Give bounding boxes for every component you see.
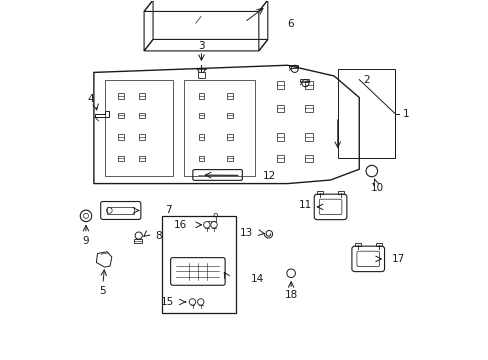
Text: 6: 6 <box>287 19 294 29</box>
Text: 4: 4 <box>87 94 93 104</box>
Text: 2: 2 <box>363 75 369 85</box>
Bar <box>337 69 394 158</box>
Bar <box>375 243 381 246</box>
Bar <box>162 216 235 313</box>
Bar <box>118 156 123 161</box>
Bar <box>118 113 123 118</box>
Bar <box>227 134 233 140</box>
Text: 9: 9 <box>82 236 89 246</box>
Text: 17: 17 <box>391 254 404 264</box>
Bar <box>139 93 145 99</box>
Text: 11: 11 <box>299 200 312 210</box>
Bar <box>134 239 142 243</box>
Bar <box>305 134 312 140</box>
Text: 8: 8 <box>155 231 161 240</box>
Bar <box>118 93 123 99</box>
Bar <box>305 105 312 112</box>
Bar <box>183 80 255 176</box>
Bar <box>118 134 123 140</box>
Bar <box>104 80 172 176</box>
Bar <box>107 207 134 215</box>
Text: 18: 18 <box>284 291 297 301</box>
Bar <box>198 113 204 118</box>
Bar <box>227 156 233 161</box>
Text: 14: 14 <box>250 274 264 284</box>
Bar <box>354 243 360 246</box>
Text: 12: 12 <box>262 171 275 181</box>
Text: 3: 3 <box>198 41 204 51</box>
Bar <box>305 81 312 89</box>
Bar <box>198 93 204 99</box>
Bar <box>276 105 284 112</box>
Bar <box>198 72 204 78</box>
Text: 13: 13 <box>239 228 252 238</box>
Text: 5: 5 <box>100 286 106 296</box>
Bar <box>227 113 233 118</box>
Bar <box>276 81 284 89</box>
Bar <box>300 79 308 82</box>
Text: 7: 7 <box>164 206 171 216</box>
Bar <box>198 156 204 161</box>
Bar <box>338 190 344 194</box>
Bar <box>289 64 298 68</box>
Bar <box>276 155 284 162</box>
Bar <box>317 190 322 194</box>
Bar <box>139 134 145 140</box>
Text: 10: 10 <box>370 183 383 193</box>
Bar <box>276 134 284 140</box>
Bar <box>139 113 145 118</box>
Text: 15: 15 <box>160 297 174 307</box>
Bar <box>227 93 233 99</box>
Text: 1: 1 <box>402 109 408 119</box>
Bar <box>198 134 204 140</box>
Bar <box>305 155 312 162</box>
Bar <box>139 156 145 161</box>
Text: 16: 16 <box>174 220 187 230</box>
